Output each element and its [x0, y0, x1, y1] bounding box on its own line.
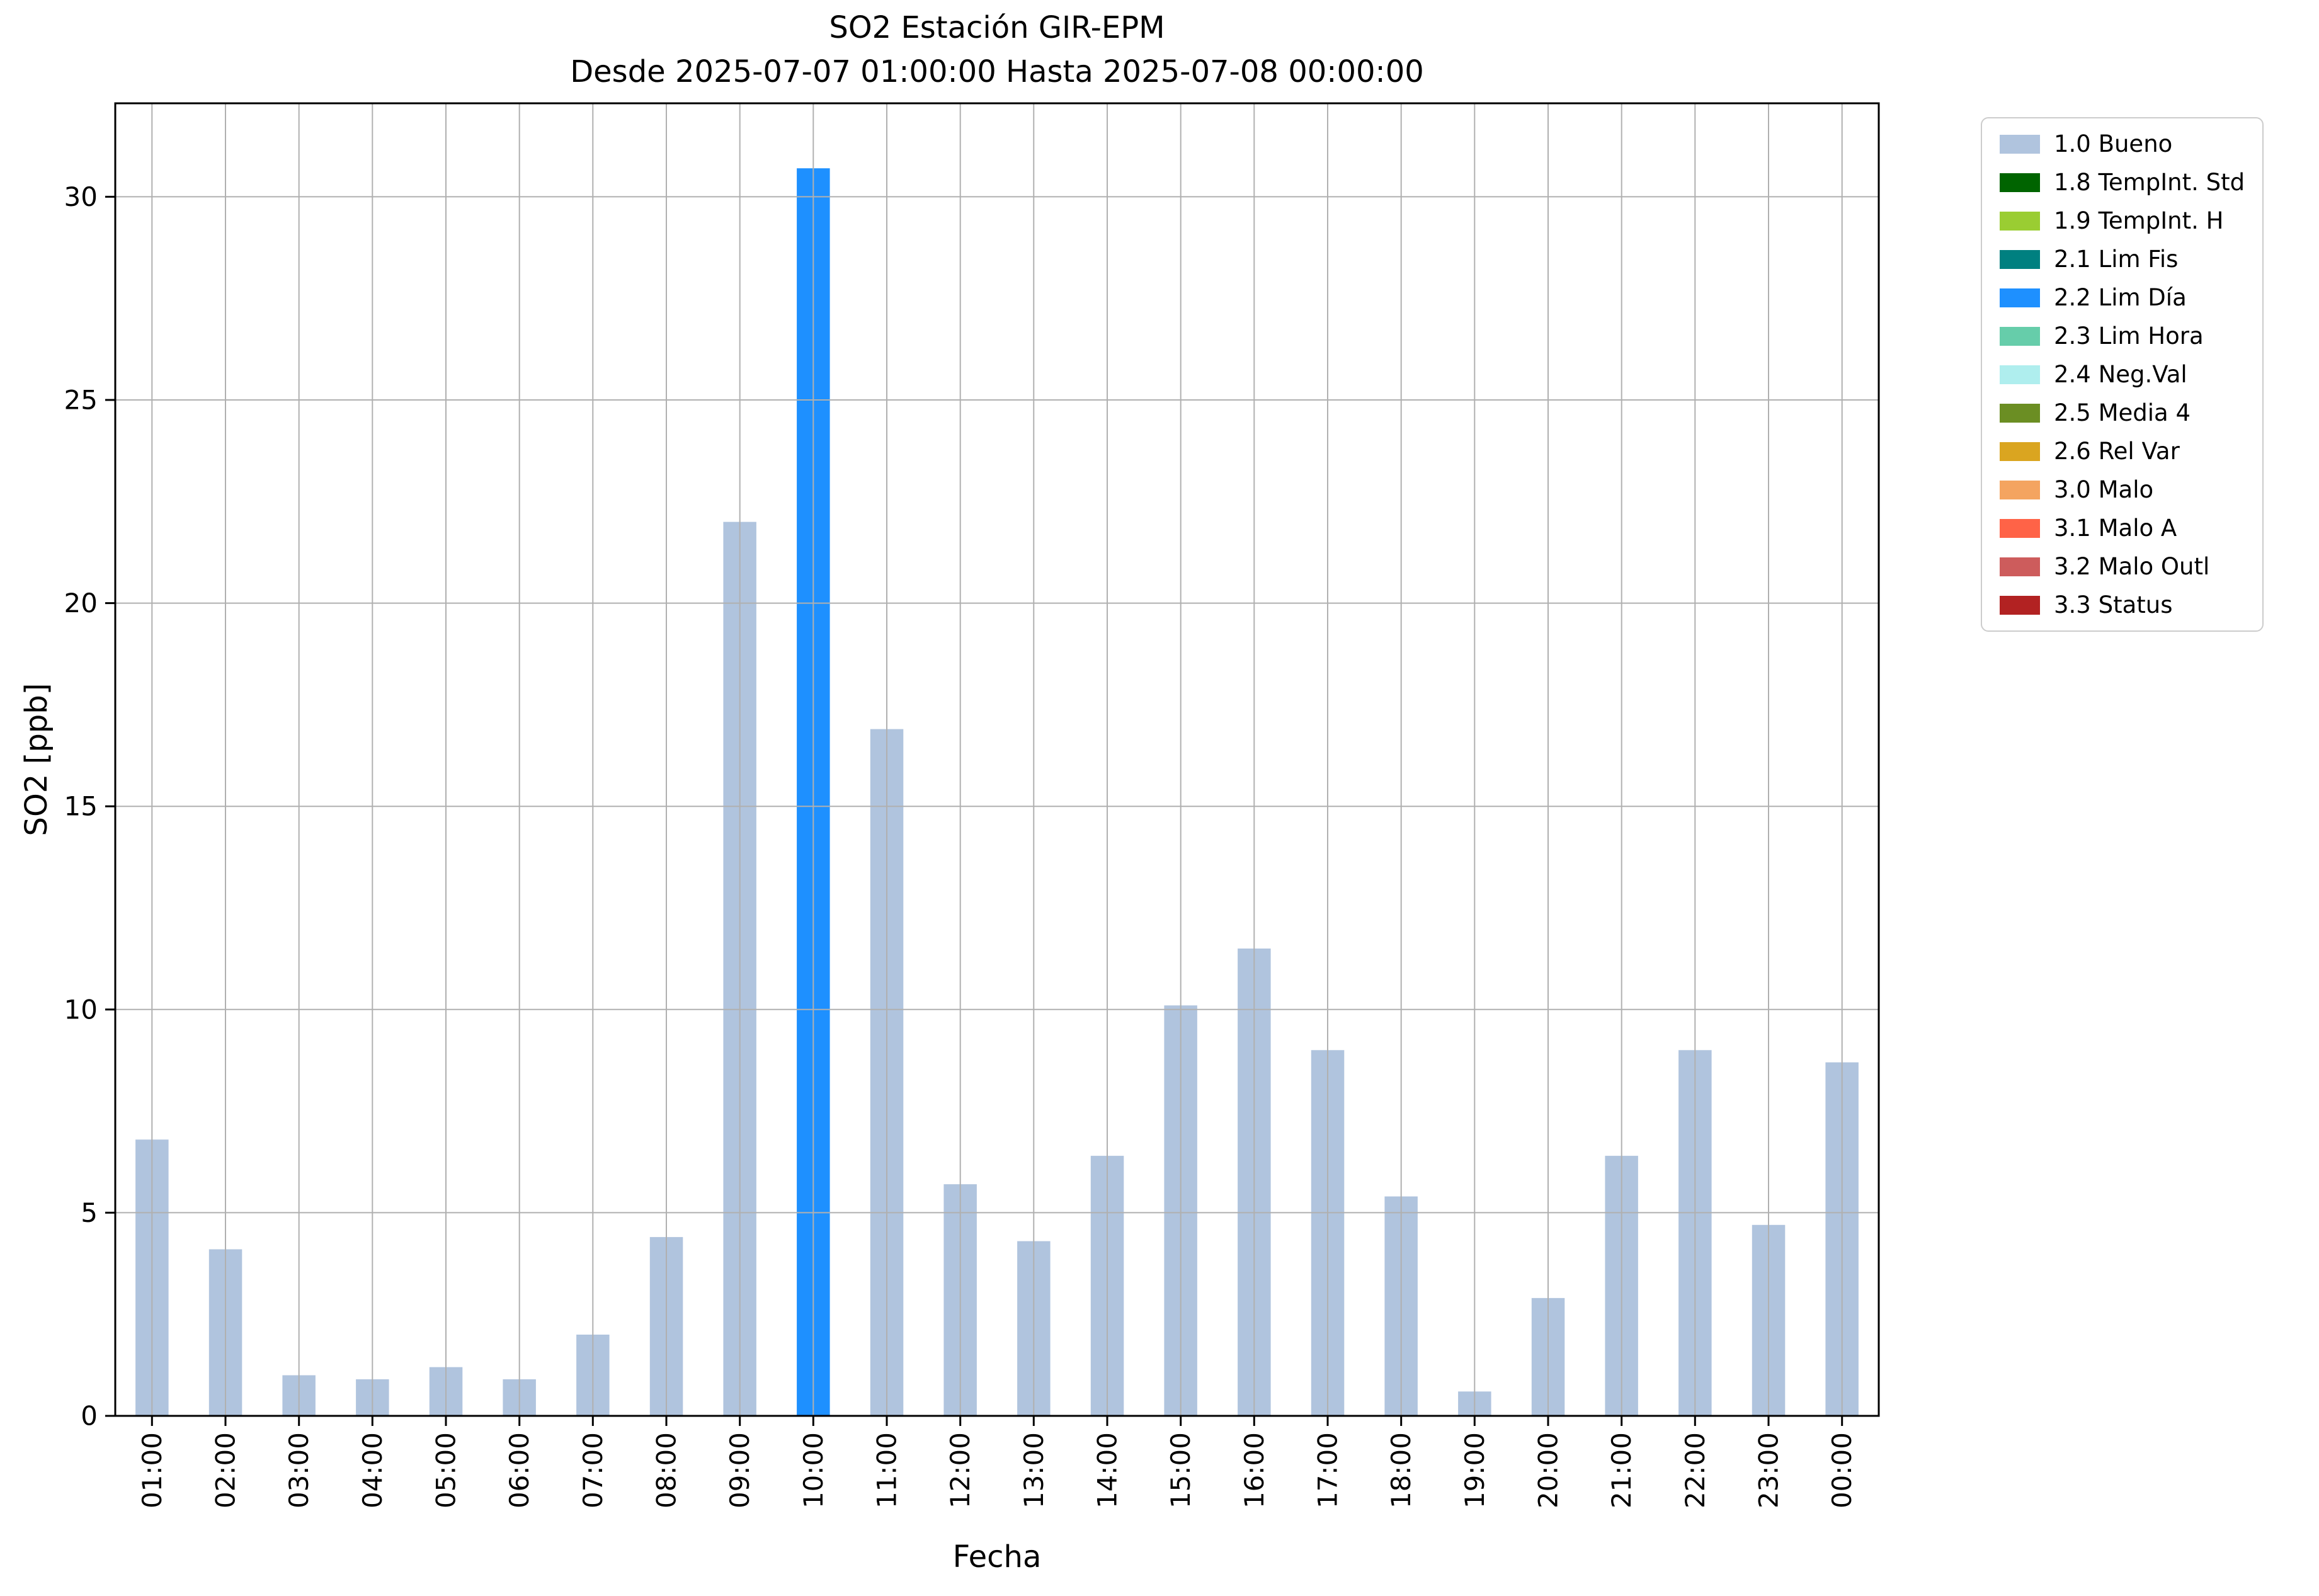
x-tick-label: 02:00	[210, 1432, 241, 1508]
axes-frame	[114, 102, 1880, 1417]
x-tick-label: 14:00	[1092, 1432, 1123, 1508]
legend-item: 2.6 Rel Var	[2000, 440, 2245, 463]
legend-swatch	[2000, 249, 2040, 269]
legend-item: 3.0 Malo	[2000, 478, 2245, 501]
legend-label: 2.5 Media 4	[2054, 399, 2191, 426]
legend-swatch	[2000, 557, 2040, 576]
x-tick-label: 18:00	[1386, 1432, 1416, 1508]
x-tick-label: 03:00	[283, 1432, 314, 1508]
chart-title: SO2 Estación GIR-EPM	[829, 10, 1165, 45]
legend-swatch	[2000, 403, 2040, 423]
x-tick-label: 15:00	[1165, 1432, 1196, 1508]
x-tick-label: 11:00	[872, 1432, 903, 1508]
legend-label: 2.3 Lim Hora	[2054, 322, 2204, 350]
legend-label: 2.4 Neg.Val	[2054, 361, 2187, 388]
y-tick-label: 10	[64, 994, 98, 1025]
legend-label: 1.0 Bueno	[2054, 130, 2173, 157]
gridlines	[115, 103, 1879, 1416]
bars	[135, 168, 1859, 1416]
x-tick-label: 04:00	[357, 1432, 388, 1508]
legend-item: 2.4 Neg.Val	[2000, 363, 2245, 386]
legend-item: 1.9 TempInt. H	[2000, 209, 2245, 232]
legend-swatch	[2000, 326, 2040, 346]
x-tick-label: 12:00	[945, 1432, 976, 1508]
legend-swatch	[2000, 173, 2040, 192]
legend-label: 2.2 Lim Día	[2054, 284, 2187, 311]
legend-label: 2.6 Rel Var	[2054, 438, 2180, 465]
x-tick-label: 06:00	[504, 1432, 535, 1508]
legend-item: 2.2 Lim Día	[2000, 286, 2245, 309]
legend-item: 3.2 Malo Outl	[2000, 555, 2245, 578]
legend-label: 2.1 Lim Fis	[2054, 246, 2179, 273]
x-tick-label: 13:00	[1018, 1432, 1049, 1508]
y-tick-label: 15	[64, 791, 98, 822]
legend-label: 1.8 TempInt. Std	[2054, 169, 2245, 196]
legend-item: 2.1 Lim Fis	[2000, 248, 2245, 271]
legend-item: 1.8 TempInt. Std	[2000, 171, 2245, 194]
tick-marks	[105, 195, 1843, 1426]
legend-label: 3.3 Status	[2054, 591, 2173, 618]
x-tick-label: 05:00	[431, 1432, 462, 1508]
legend-swatch	[2000, 518, 2040, 538]
x-axis-label: Fecha	[952, 1539, 1042, 1575]
x-tick-label: 16:00	[1239, 1432, 1270, 1508]
x-tick-label: 09:00	[724, 1432, 755, 1508]
x-tick-label: 21:00	[1606, 1432, 1637, 1508]
x-tick-labels: 01:00 02:00 03:00 04:00 05:00 06:00 07:00 08:00…	[137, 1432, 1857, 1508]
legend-item: 1.0 Bueno	[2000, 132, 2245, 156]
legend-swatch	[2000, 480, 2040, 499]
x-tick-label: 00:00	[1826, 1432, 1857, 1508]
chart-subtitle: Desde 2025-07-07 01:00:00 Hasta 2025-07-…	[570, 54, 1424, 89]
x-tick-label: 08:00	[651, 1432, 682, 1508]
legend-swatch	[2000, 211, 2040, 231]
legend-label: 1.9 TempInt. H	[2054, 207, 2224, 234]
x-tick-label: 23:00	[1753, 1432, 1784, 1508]
legend-item: 3.1 Malo A	[2000, 516, 2245, 540]
legend-swatch	[2000, 442, 2040, 461]
legend-swatch	[2000, 134, 2040, 154]
y-tick-label: 0	[81, 1401, 98, 1432]
legend-label: 3.1 Malo A	[2054, 515, 2177, 542]
legend-swatch	[2000, 288, 2040, 307]
x-tick-label: 07:00	[578, 1432, 608, 1508]
x-tick-label: 17:00	[1313, 1432, 1343, 1508]
y-tick-label: 20	[64, 588, 98, 618]
legend: 1.0 Bueno 1.8 TempInt. Std 1.9 TempInt. H 2…	[1981, 117, 2264, 632]
x-tick-label: 20:00	[1533, 1432, 1564, 1508]
legend-item: 3.3 Status	[2000, 593, 2245, 617]
x-tick-label: 01:00	[137, 1432, 168, 1508]
title-block: SO2 Estación GIR-EPM Desde 2025-07-07 01…	[115, 6, 1879, 94]
legend-item: 2.5 Media 4	[2000, 401, 2245, 425]
y-tick-label: 30	[64, 181, 98, 212]
legend-swatch	[2000, 365, 2040, 384]
y-tick-label: 25	[64, 385, 98, 416]
legend-label: 3.2 Malo Outl	[2054, 553, 2210, 580]
x-tick-label: 19:00	[1459, 1432, 1490, 1508]
legend-label: 3.0 Malo	[2054, 476, 2154, 503]
y-tick-labels: 0 5 10 15 20 25 30	[64, 181, 98, 1432]
y-tick-label: 5	[81, 1197, 98, 1228]
legend-item: 2.3 Lim Hora	[2000, 324, 2245, 348]
legend-swatch	[2000, 595, 2040, 615]
x-tick-label: 22:00	[1680, 1432, 1711, 1508]
x-tick-label: 10:00	[798, 1432, 829, 1508]
